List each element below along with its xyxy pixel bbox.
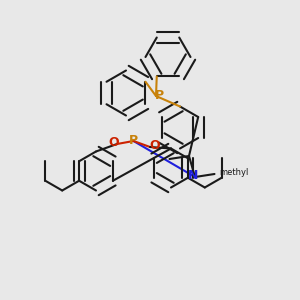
Text: methyl: methyl: [219, 168, 249, 177]
Text: O: O: [149, 139, 160, 152]
Text: P: P: [129, 134, 138, 148]
Text: N: N: [188, 169, 199, 182]
Text: P: P: [154, 89, 164, 103]
Text: O: O: [109, 136, 119, 149]
